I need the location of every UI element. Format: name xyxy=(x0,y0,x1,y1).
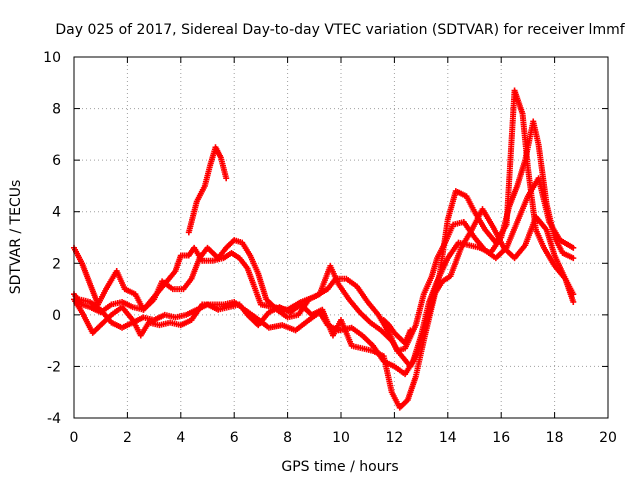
x-tick-label: 18 xyxy=(546,430,564,446)
x-axis-label: GPS time / hours xyxy=(281,459,398,475)
x-tick-label: 16 xyxy=(492,430,510,446)
y-tick-label: -2 xyxy=(47,359,61,375)
y-tick-label: 4 xyxy=(52,205,61,221)
y-axis-label: SDTVAR / TECUs xyxy=(8,180,24,295)
y-tick-label: 10 xyxy=(43,50,61,66)
x-tick-label: 20 xyxy=(599,430,617,446)
x-tick-label: 10 xyxy=(332,430,350,446)
series-trace-4 xyxy=(76,87,577,411)
data-point xyxy=(407,327,414,334)
x-tick-label: 8 xyxy=(283,430,292,446)
series-trace-6 xyxy=(380,317,414,347)
x-tick-label: 14 xyxy=(439,430,457,446)
series-trace-5 xyxy=(185,144,230,236)
data-point xyxy=(570,298,577,305)
chart-title: Day 025 of 2017, Sidereal Day-to-day VTE… xyxy=(55,22,625,38)
x-tick-label: 2 xyxy=(123,430,132,446)
x-tick-label: 4 xyxy=(176,430,185,446)
y-tick-label: 8 xyxy=(52,102,61,118)
data-point xyxy=(223,175,230,182)
data-points xyxy=(71,87,577,411)
x-tick-label: 6 xyxy=(230,430,239,446)
ticks xyxy=(73,56,609,419)
x-tick-label: 0 xyxy=(70,430,79,446)
data-point xyxy=(570,255,577,262)
y-tick-label: 6 xyxy=(52,153,61,169)
tick-labels: 0 2 4 6 8 10 12 14 16 18 20 -4 -2 0 2 4 6 8 10 xyxy=(43,50,617,446)
y-tick-label: 2 xyxy=(52,256,61,272)
y-tick-label: -4 xyxy=(47,411,61,427)
data-point xyxy=(570,244,577,251)
x-tick-label: 12 xyxy=(385,430,403,446)
y-tick-label: 0 xyxy=(52,308,61,324)
